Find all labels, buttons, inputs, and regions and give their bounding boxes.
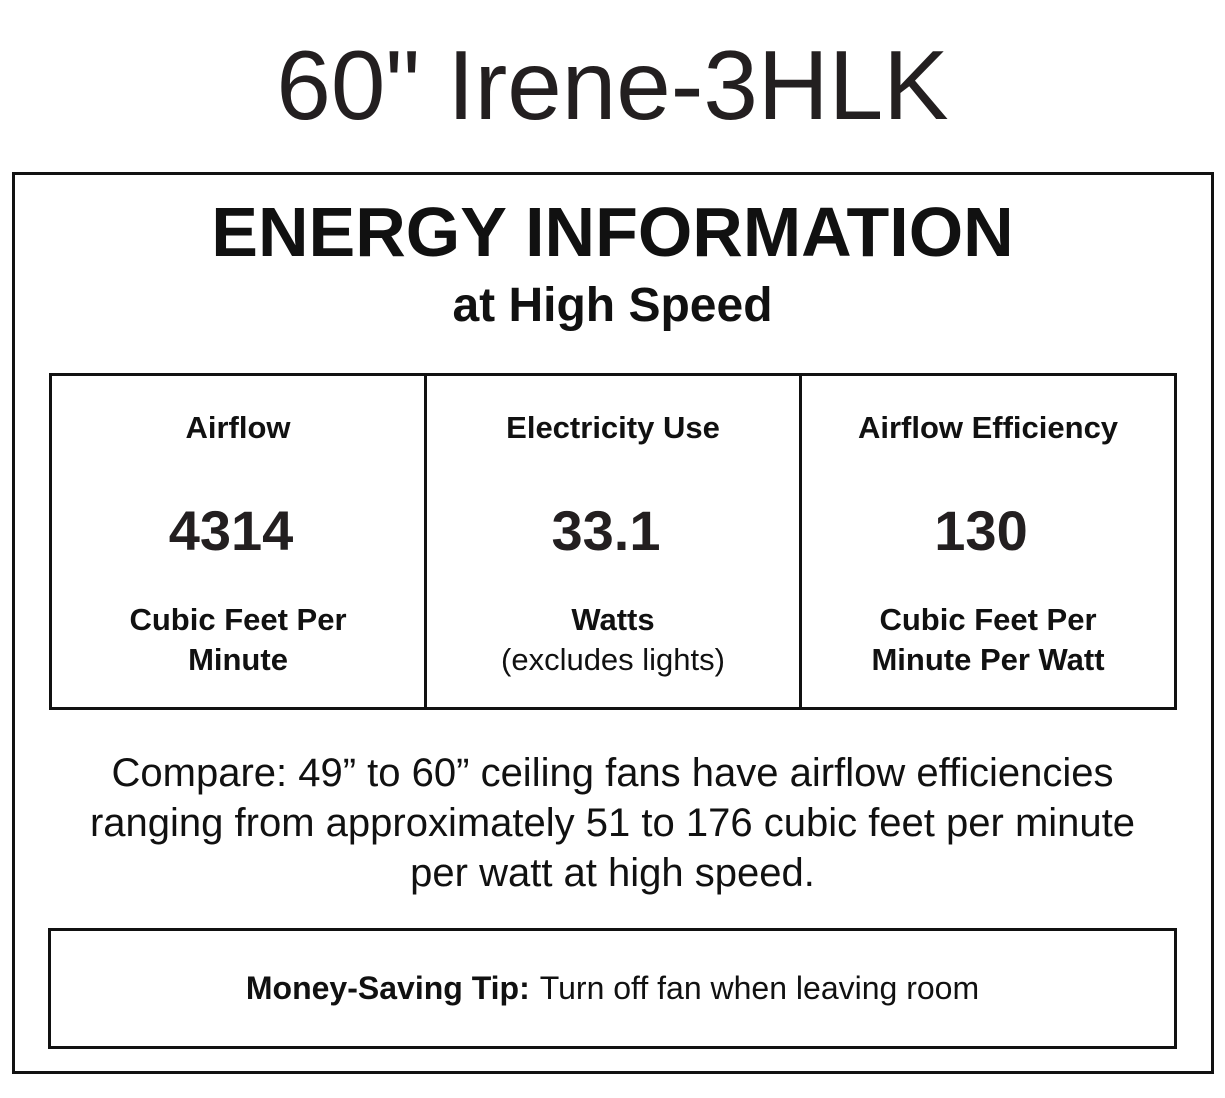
metric-airflow: Airflow 4314 Cubic Feet Per Minute bbox=[52, 376, 424, 707]
metric-label: Airflow bbox=[185, 410, 291, 445]
unit-line1: Watts bbox=[571, 602, 655, 637]
compare-text: Compare: 49” to 60” ceiling fans have ai… bbox=[40, 748, 1185, 898]
energy-heading: ENERGY INFORMATION bbox=[211, 193, 1014, 271]
compare-line: ranging from approximately 51 to 176 cub… bbox=[89, 801, 1136, 845]
metric-value: 4314 bbox=[168, 499, 294, 562]
metric-airflow-efficiency: Airflow Efficiency 130 Cubic Feet Per Min… bbox=[799, 376, 1174, 707]
metric-label: Electricity Use bbox=[506, 410, 720, 445]
money-saving-tip: Money-Saving Tip: Turn off fan when leav… bbox=[48, 928, 1177, 1049]
metric-value: 130 bbox=[934, 499, 1028, 562]
compare-line: Compare: 49” to 60” ceiling fans have ai… bbox=[111, 751, 1114, 795]
unit-line2: Minute Per Watt bbox=[871, 642, 1105, 677]
metric-value: 33.1 bbox=[551, 499, 661, 562]
compare-line: per watt at high speed. bbox=[410, 851, 815, 895]
energy-subheading: at High Speed bbox=[452, 279, 773, 332]
unit-line1: Cubic Feet Per bbox=[879, 602, 1097, 637]
metric-unit: Cubic Feet Per Minute Per Watt bbox=[802, 600, 1174, 680]
tip-text: Turn off fan when leaving room bbox=[539, 970, 980, 1006]
metric-electricity-use: Electricity Use 33.1 Watts (excludes ligh… bbox=[424, 376, 799, 707]
metric-unit: Cubic Feet Per Minute bbox=[52, 600, 424, 680]
unit-line2: Minute bbox=[188, 642, 288, 677]
metrics-table: Airflow 4314 Cubic Feet Per Minute Electr… bbox=[49, 373, 1177, 710]
unit-line1: Cubic Feet Per bbox=[129, 602, 347, 637]
product-title: 60" Irene-3HLK bbox=[276, 30, 949, 140]
energy-label-border bbox=[12, 172, 1214, 1074]
metric-unit: Watts (excludes lights) bbox=[427, 600, 799, 680]
metric-label: Airflow Efficiency bbox=[857, 410, 1119, 445]
tip-label: Money-Saving Tip: bbox=[245, 970, 530, 1006]
unit-line2: (excludes lights) bbox=[501, 642, 725, 677]
